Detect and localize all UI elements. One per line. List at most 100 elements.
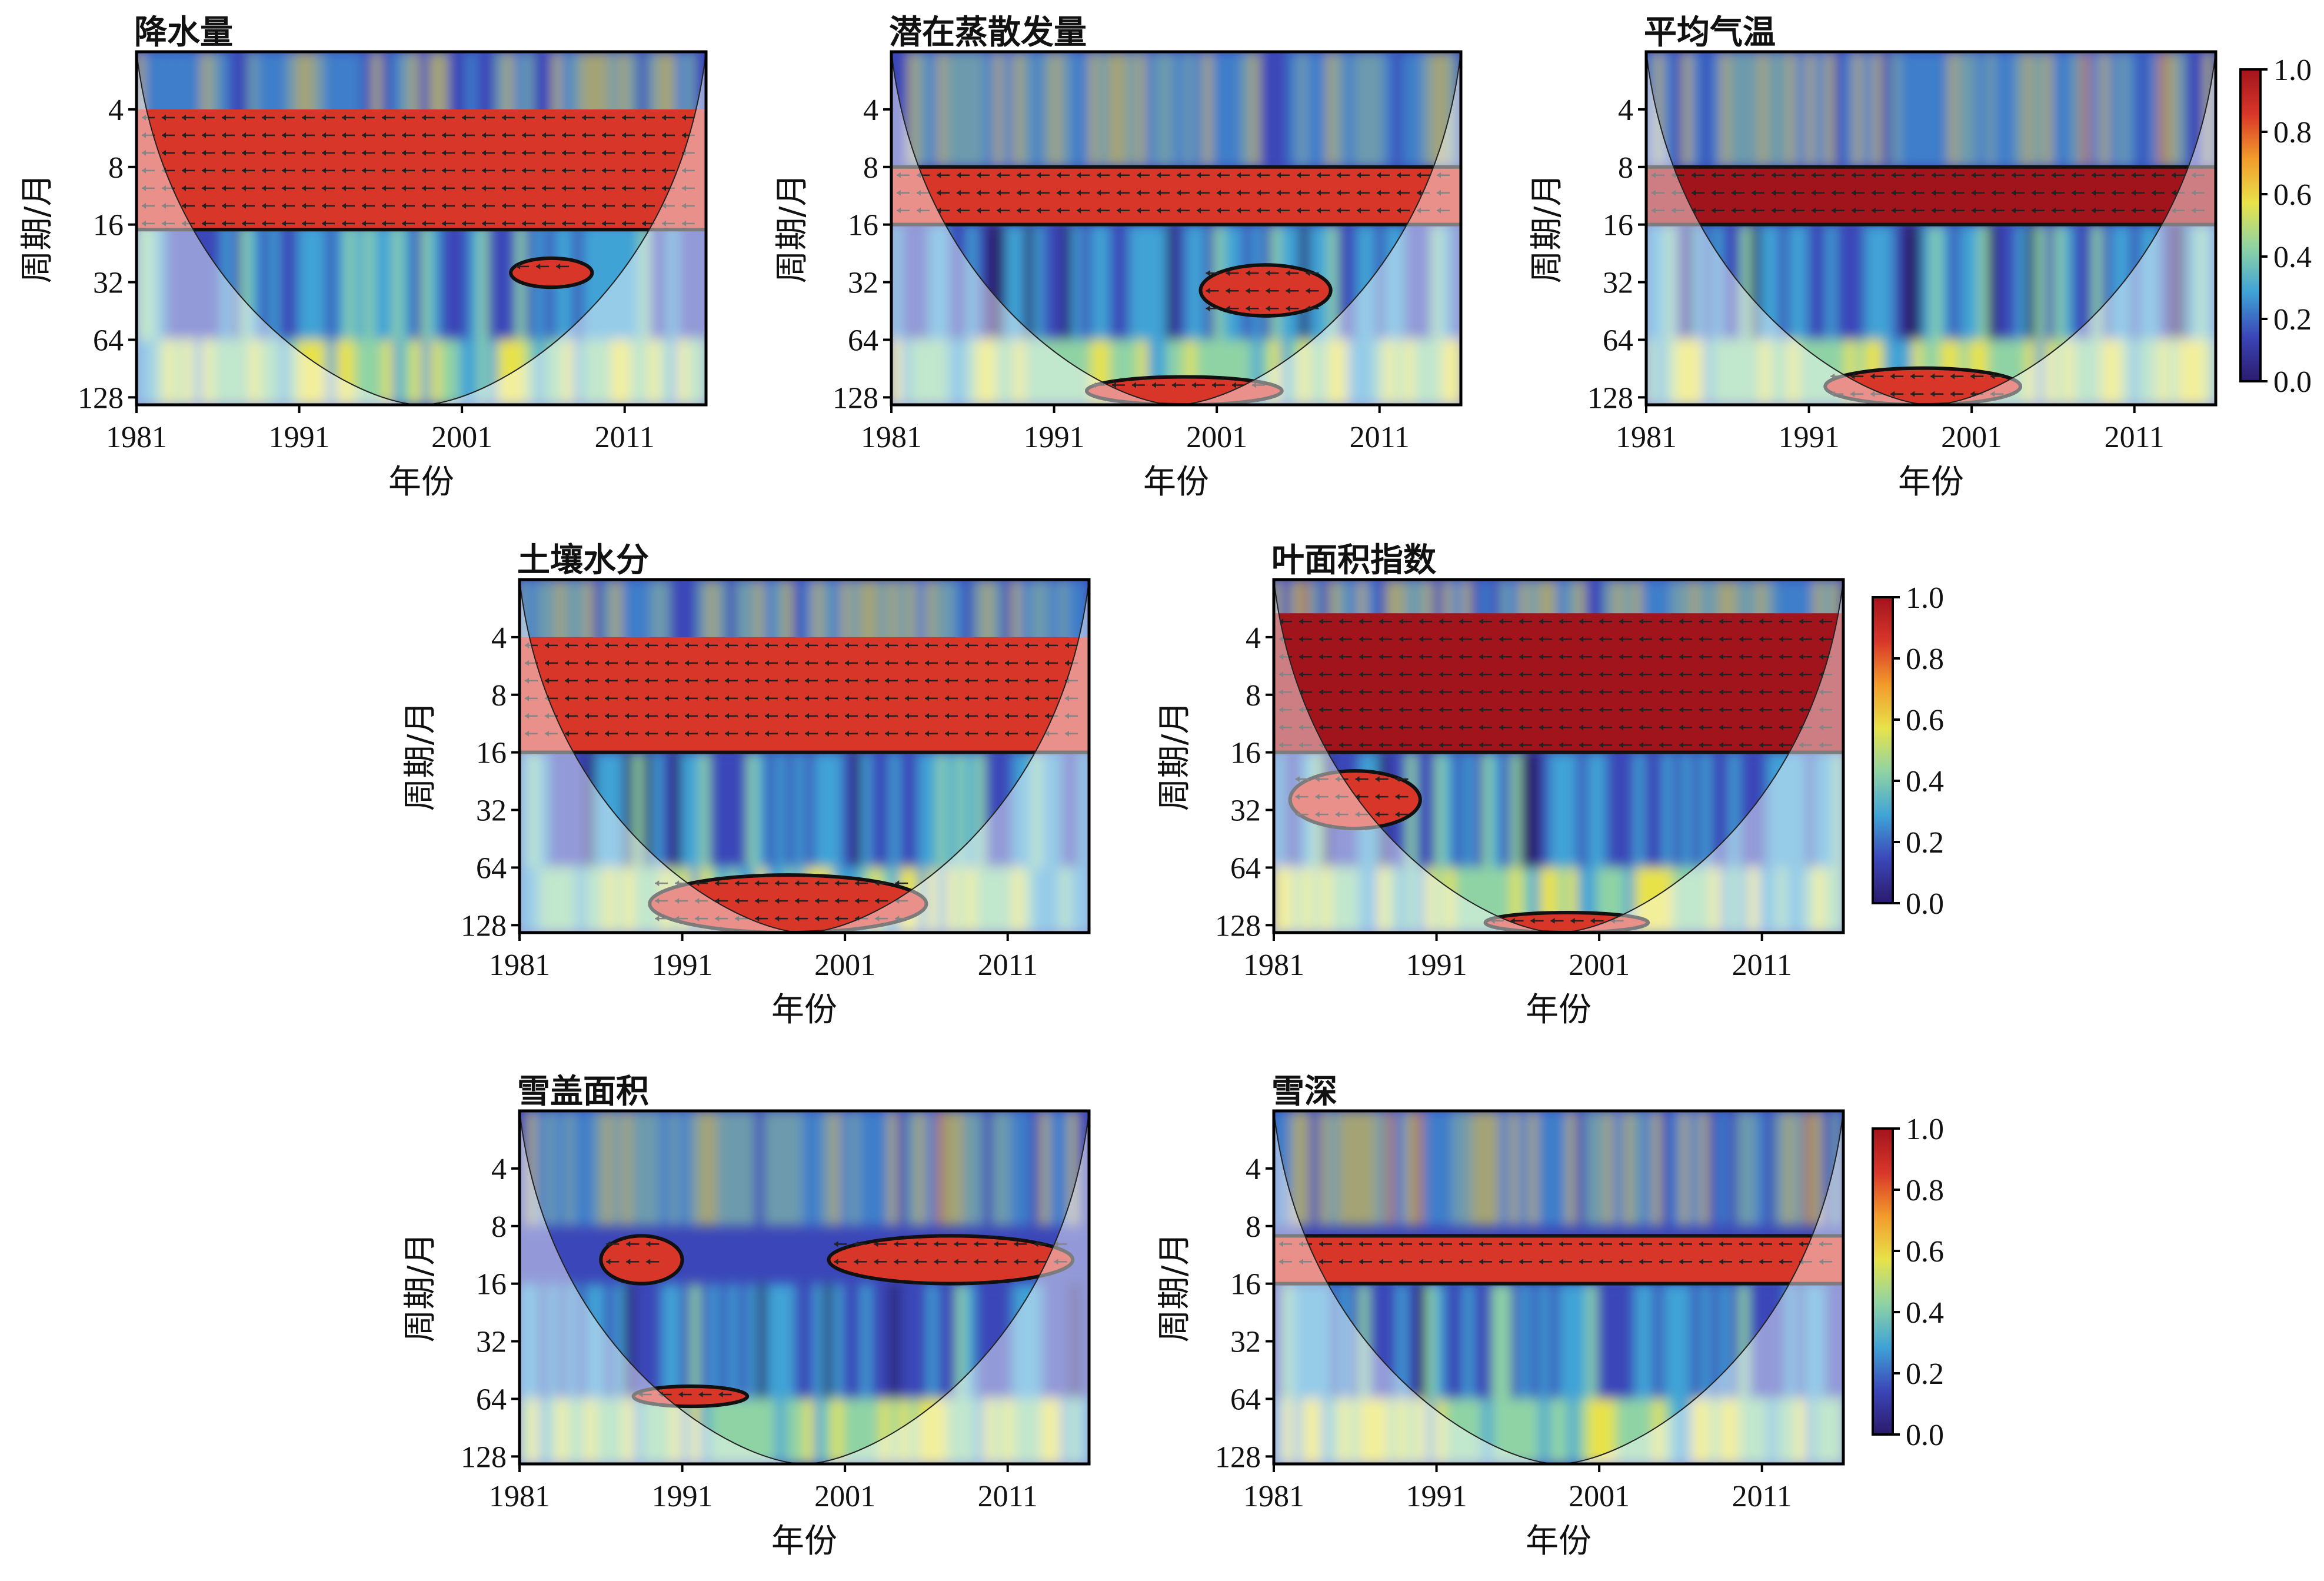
texture-cell <box>1656 52 1662 167</box>
phase-arrow-head <box>1579 1241 1583 1247</box>
phase-arrow-head <box>2052 172 2056 178</box>
texture-cell <box>687 340 698 405</box>
texture-cell <box>1817 52 1823 167</box>
phase-arrow-head <box>1679 1241 1683 1247</box>
texture-cell <box>1663 1283 1674 1399</box>
phase-arrow-head <box>1359 654 1363 660</box>
phase-arrow-head <box>1719 742 1723 748</box>
texture-cell <box>1242 52 1248 167</box>
texture-cell <box>814 1111 820 1226</box>
phase-arrow-head <box>1950 373 1955 380</box>
texture-cell <box>920 340 931 405</box>
texture-cell <box>1473 867 1484 933</box>
texture-cell <box>2130 224 2141 340</box>
texture-cell <box>880 1111 886 1226</box>
texture-cell <box>1350 1283 1360 1399</box>
phase-arrow-head <box>562 185 566 191</box>
texture-cell <box>785 1399 796 1464</box>
texture-cell <box>920 224 931 340</box>
texture-cell <box>1767 1399 1778 1464</box>
texture-cell <box>2063 340 2075 405</box>
phase-arrow-head <box>655 898 660 904</box>
texture-cell <box>899 1283 910 1399</box>
texture-cell <box>1824 752 1835 868</box>
colorbar-tick-label: 0.4 <box>1906 1296 1944 1330</box>
phase-arrow-head <box>795 880 800 887</box>
texture-cell <box>1722 340 1733 405</box>
phase-arrow-head <box>1559 618 1563 625</box>
coherence-region-1 <box>136 109 706 230</box>
texture-cell <box>567 752 578 868</box>
texture-cell <box>927 752 938 868</box>
phase-arrow-head <box>1379 689 1383 695</box>
texture-cell <box>649 224 660 340</box>
texture-cell <box>785 752 796 868</box>
texture-cell <box>136 224 147 340</box>
cone-of-influence-edge <box>520 1111 1089 1464</box>
y-tick-label: 128 <box>1215 1440 1261 1474</box>
texture-cell <box>994 1283 1005 1399</box>
phase-arrow-head <box>897 207 901 214</box>
phase-arrow-head <box>182 132 186 138</box>
phase-arrow-head <box>715 916 720 922</box>
texture-cell <box>652 1283 663 1399</box>
phase-arrow-head <box>1439 1259 1443 1265</box>
phase-arrow-head <box>1759 724 1763 731</box>
phase-arrow-head <box>985 677 989 684</box>
texture-cell <box>1013 1111 1019 1226</box>
phase-arrow-head <box>1025 695 1029 701</box>
texture-cell <box>557 1111 564 1226</box>
phase-arrow-head <box>2032 172 2036 178</box>
phase-arrow-head <box>1599 654 1603 660</box>
texture-cell <box>956 1399 967 1464</box>
texture-cell <box>231 340 242 405</box>
texture-cell <box>977 52 983 167</box>
phase-arrow-head <box>1439 742 1443 748</box>
texture-cell <box>202 224 214 340</box>
phase-arrow-head <box>925 642 929 648</box>
phase-arrow-head <box>1519 742 1523 748</box>
texture-cell <box>766 1399 777 1464</box>
phase-arrow-head <box>675 880 680 887</box>
phase-arrow-head <box>182 114 186 121</box>
x-tick-label: 2001 <box>1941 421 2002 454</box>
phase-arrow-head <box>1699 654 1703 660</box>
texture-cell <box>899 1399 910 1464</box>
phase-arrow-head <box>1890 391 1895 397</box>
texture-cell <box>975 1111 981 1226</box>
texture-cell <box>1454 867 1465 933</box>
phase-arrow-head <box>1952 172 1956 178</box>
texture-cell <box>614 867 625 933</box>
phase-arrow-head <box>1005 660 1009 666</box>
phase-arrow-head <box>1315 794 1320 800</box>
texture-cell <box>2026 340 2037 405</box>
texture-cell <box>1347 340 1358 405</box>
phase-arrow-head <box>1579 1259 1583 1265</box>
texture-cell <box>1416 752 1427 868</box>
colorbar-tick-label: 0.0 <box>1906 887 1944 921</box>
phase-arrow-head <box>625 713 629 719</box>
texture-cell <box>1328 224 1339 340</box>
phase-arrow-head <box>1619 707 1623 713</box>
phase-arrow-head <box>1339 1241 1343 1247</box>
phase-arrow-head <box>422 114 426 121</box>
texture-cell <box>601 340 612 405</box>
texture-cell <box>861 1283 872 1399</box>
phase-arrow-head <box>1850 391 1855 397</box>
phase-arrow-head <box>565 695 569 701</box>
colorbar-tick-label: 0.4 <box>2273 241 2312 274</box>
phase-arrow-head <box>645 677 649 684</box>
texture-cell <box>794 752 805 868</box>
phase-arrow-head <box>1397 207 1401 214</box>
texture-cell <box>1492 752 1503 868</box>
texture-cell <box>1596 1399 1607 1464</box>
texture-cell <box>1451 52 1457 167</box>
phase-arrow-head <box>745 677 749 684</box>
phase-arrow-head <box>1319 689 1323 695</box>
phase-arrow-head <box>1337 189 1341 196</box>
phase-arrow-head <box>1599 636 1603 643</box>
phase-arrow-head <box>362 220 366 227</box>
texture-cell <box>1347 224 1358 340</box>
texture-cell <box>1653 1399 1664 1464</box>
phase-arrow-head <box>1299 742 1303 748</box>
